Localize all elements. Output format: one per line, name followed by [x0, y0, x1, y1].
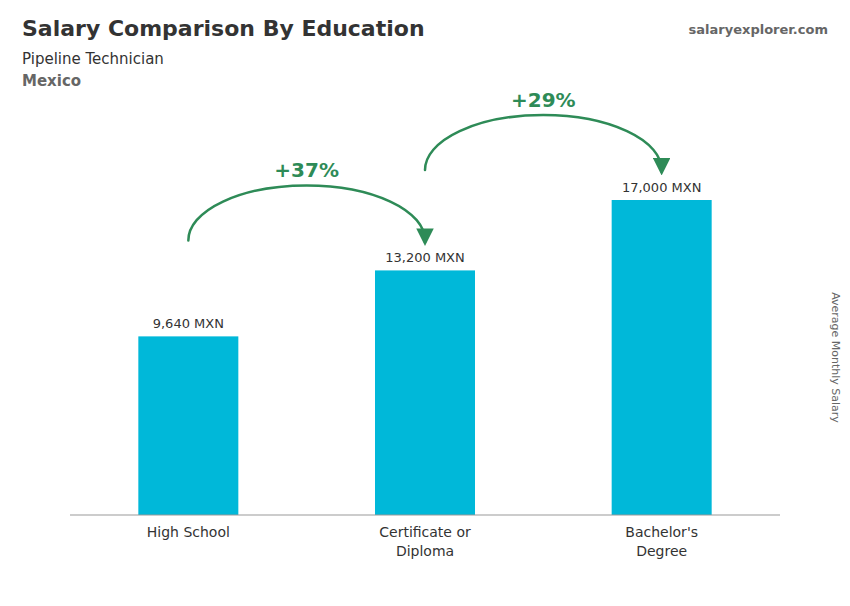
title: Salary Comparison By Education: [22, 16, 425, 41]
source: salaryexplorer.com: [689, 22, 828, 37]
baseline: [70, 515, 780, 516]
bars: [138, 200, 711, 515]
subtitle: Mexico: [22, 72, 81, 90]
change-arrow: [188, 185, 425, 242]
category-label-line: Diploma: [396, 543, 454, 559]
annotation: +37%: [274, 158, 339, 182]
bar: [375, 270, 475, 515]
category-label-line: High School: [147, 524, 230, 540]
annotation: +29%: [511, 88, 576, 112]
background: [0, 0, 850, 606]
data-label: 17,000 MXN: [622, 180, 701, 195]
data-label: 13,200 MXN: [385, 250, 464, 265]
category-label: High School: [147, 524, 230, 540]
chart-svg: Salary Comparison By Education Pipeline T…: [0, 0, 850, 606]
category-label: Bachelor's Degree: [625, 524, 698, 559]
bar: [138, 336, 238, 515]
category-label: Certificate or Diploma: [379, 524, 471, 559]
chart-container: Salary Comparison By Education Pipeline T…: [0, 0, 850, 606]
category-label-line: Bachelor's: [625, 524, 698, 540]
subtitle: Pipeline Technician: [22, 50, 164, 68]
data-label: 9,640 MXN: [153, 316, 224, 331]
y-axis-label: Average Monthly Salary: [829, 292, 842, 423]
bar: [612, 200, 712, 515]
category-label-line: Degree: [636, 543, 687, 559]
change-arrow: [425, 115, 662, 172]
category-label-line: Certificate or: [379, 524, 471, 540]
